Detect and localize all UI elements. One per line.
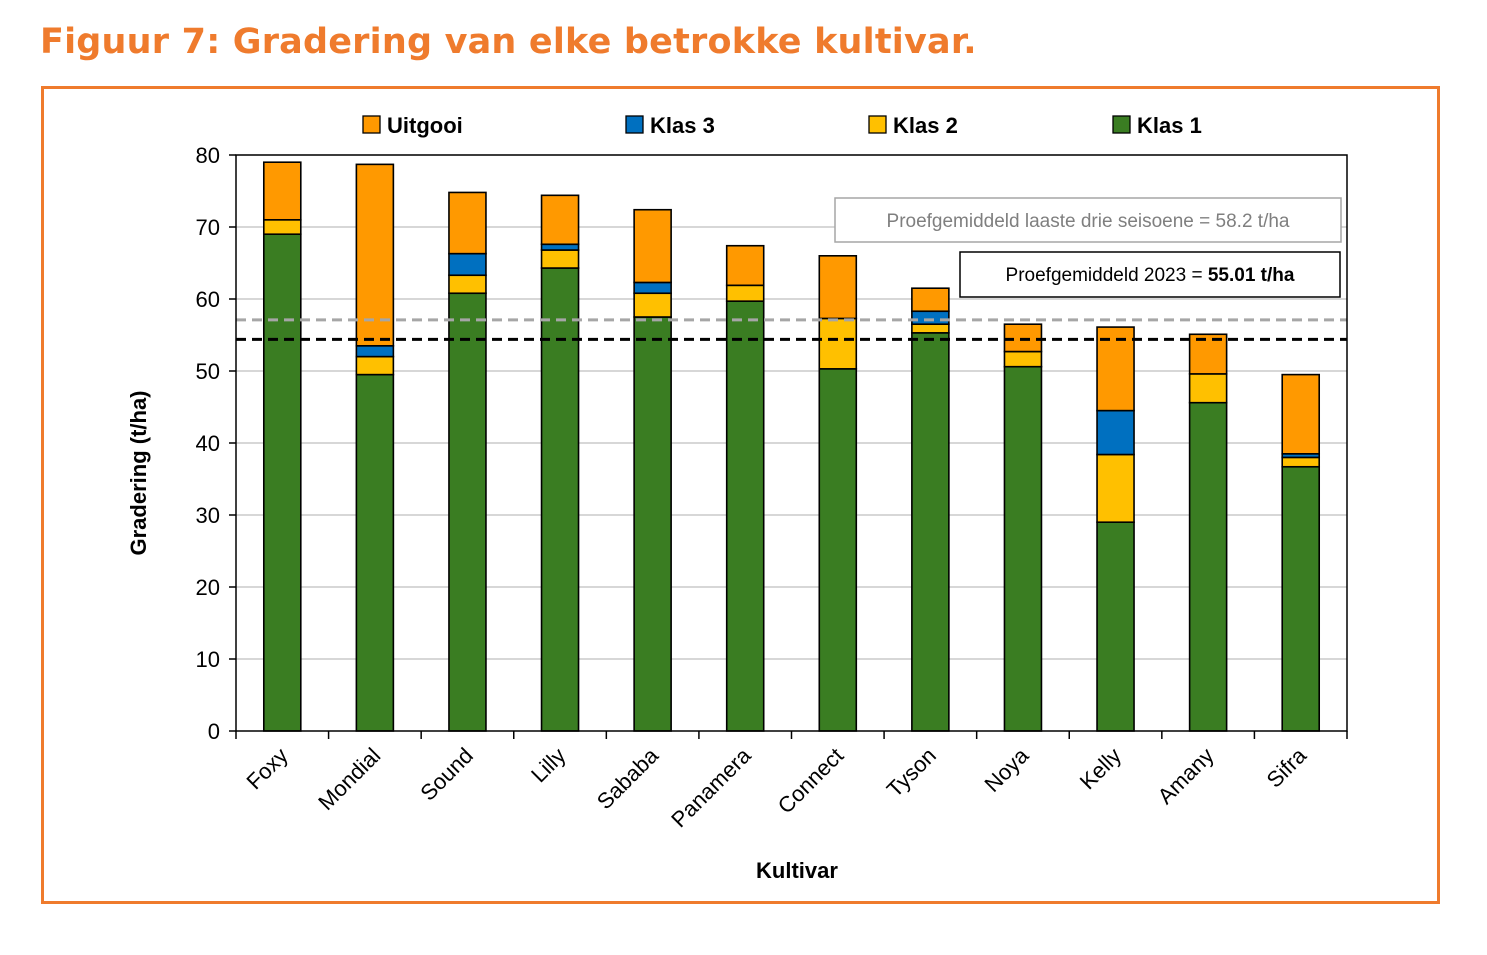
y-tick-label: 0	[208, 719, 220, 744]
bar-sound-uitgooi	[448, 191, 487, 255]
x-tick-label-tyson: Tyson	[882, 743, 941, 802]
bars	[262, 161, 1321, 732]
bar-kelly-klas-2	[1096, 453, 1135, 523]
x-tick-label-kelly: Kelly	[1075, 743, 1126, 794]
legend-label-uitgooi: Uitgooi	[387, 113, 463, 138]
bar-lilly-uitgooi	[540, 194, 580, 246]
bar-sifra-uitgooi	[1281, 373, 1321, 455]
bar-tyson-uitgooi	[911, 287, 950, 313]
figure-frame	[41, 86, 1440, 904]
reference-label-box-three-seasons	[834, 197, 1342, 243]
bar-foxy-klas-2	[262, 219, 302, 236]
bar-noya-klas-1	[1003, 365, 1043, 732]
x-tick-label-noya: Noya	[979, 742, 1034, 797]
x-tick-label-sifra: Sifra	[1262, 742, 1312, 792]
bar-sound-klas-1	[448, 292, 487, 732]
legend-label-klas-1: Klas 1	[1137, 113, 1202, 138]
bar-panamera-klas-2	[725, 284, 765, 302]
x-tick-label-sababa: Sababa	[592, 742, 664, 814]
y-tick-label: 80	[196, 143, 220, 168]
y-axis: 0 10 20 30 40 50 60 70 80	[196, 143, 236, 744]
bar-connect-klas-2	[818, 317, 858, 370]
reference-label-box-2023	[959, 251, 1341, 298]
bar-sound-klas-2	[448, 274, 487, 295]
bar-amany-uitgooi	[1188, 333, 1228, 375]
legend-swatch-klas-2	[868, 115, 887, 134]
legend-label-klas-3: Klas 3	[650, 113, 715, 138]
bar-sifra-klas-1	[1281, 465, 1321, 732]
bar-connect-klas-1	[818, 368, 858, 732]
reference-lines	[236, 318, 1347, 341]
bar-kelly-klas-3	[1096, 409, 1135, 456]
legend: Uitgooi Klas 3 Klas 2 Klas 1	[362, 113, 1202, 138]
bar-panamera-uitgooi	[725, 244, 765, 287]
reference-label-2023: Proefgemiddeld 2023 = 55.01 t/ha	[959, 251, 1341, 298]
x-tick-label-sound: Sound	[415, 743, 478, 806]
bar-sababa-klas-1	[633, 316, 672, 732]
x-tick-label-mondial: Mondial	[313, 743, 385, 815]
bar-foxy-uitgooi	[262, 161, 302, 221]
bar-sifra-klas-2	[1281, 456, 1321, 468]
bar-mondial-klas-1	[355, 373, 395, 732]
legend-swatch-klas-3	[625, 115, 644, 134]
bar-amany-klas-2	[1188, 373, 1228, 404]
x-tick-label-connect: Connect	[773, 743, 849, 819]
figure-title: Figuur 7: Gradering van elke betrokke ku…	[40, 22, 977, 62]
y-tick-label: 40	[196, 431, 220, 456]
bar-tyson-klas-2	[911, 323, 950, 334]
reference-label-2023-text: Proefgemiddeld 2023 = 55.01 t/ha	[1006, 265, 1295, 286]
x-tick-label-panamera: Panamera	[666, 742, 756, 832]
bar-tyson-klas-1	[911, 332, 950, 732]
legend-label-klas-2: Klas 2	[893, 113, 958, 138]
y-tick-label: 50	[196, 359, 220, 384]
reference-label-three-seasons: Proefgemiddeld laaste drie seisoene = 58…	[834, 197, 1342, 243]
y-tick-label: 20	[196, 575, 220, 600]
bar-lilly-klas-1	[540, 267, 580, 732]
reference-label-three-seasons-text: Proefgemiddeld laaste drie seisoene = 58…	[887, 211, 1290, 232]
y-tick-label: 10	[196, 647, 220, 672]
legend-swatch-klas-1	[1112, 115, 1131, 134]
legend-swatch-uitgooi	[362, 115, 381, 134]
x-axis-title: Kultivar	[756, 858, 838, 883]
bar-kelly-uitgooi	[1096, 326, 1135, 412]
x-axis: Foxy Mondial Sound Lilly Sababa Panamera Conne…	[235, 731, 1348, 832]
bar-sababa-klas-3	[633, 281, 672, 295]
bar-connect-uitgooi	[818, 255, 858, 320]
y-tick-label: 30	[196, 503, 220, 528]
bar-kelly-klas-1	[1096, 521, 1135, 732]
bar-lilly-klas-3	[540, 243, 580, 251]
y-tick-label: 60	[196, 287, 220, 312]
bar-tyson-klas-3	[911, 310, 950, 325]
bar-mondial-klas-3	[355, 344, 395, 358]
bar-mondial-klas-2	[355, 355, 395, 376]
x-tick-label-amany: Amany	[1153, 743, 1219, 809]
bar-panamera-klas-1	[725, 300, 765, 732]
bar-sababa-uitgooi	[633, 208, 672, 284]
bar-mondial-uitgooi	[355, 163, 395, 347]
bar-lilly-klas-2	[540, 249, 580, 269]
x-tick-label-foxy: Foxy	[241, 743, 292, 794]
bar-noya-klas-2	[1003, 350, 1043, 368]
y-tick-label: 70	[196, 215, 220, 240]
bar-foxy-klas-1	[262, 233, 302, 732]
bar-amany-klas-1	[1188, 401, 1228, 732]
x-tick-label-lilly: Lilly	[526, 743, 570, 787]
bar-sound-klas-3	[448, 252, 487, 277]
bar-sababa-klas-2	[633, 292, 672, 318]
y-axis-title: Gradering (t/ha)	[126, 390, 151, 555]
